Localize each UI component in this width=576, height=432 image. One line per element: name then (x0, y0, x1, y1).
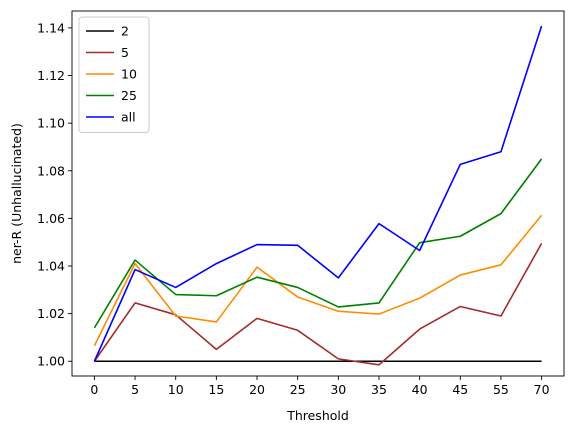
y-tick-label: 1.12 (37, 68, 65, 83)
x-tick-label: 15 (208, 382, 224, 397)
x-tick-label: 55 (493, 382, 509, 397)
x-tick-label: 35 (371, 382, 387, 397)
series-line-25 (93, 158, 543, 329)
y-tick-label: 1.14 (37, 20, 65, 35)
y-axis-ticks: 1.00 1.02 1.04 1.06 1.08 1.10 1.12 1.14 (37, 20, 72, 369)
series-line-10 (93, 214, 543, 347)
legend-label-all: all (121, 110, 136, 125)
x-tick-label: 0 (90, 382, 98, 397)
x-tick-label: 45 (452, 382, 468, 397)
legend-label-10: 10 (121, 67, 137, 82)
plot-frame (71, 10, 565, 377)
y-tick-label: 1.04 (37, 259, 65, 274)
y-tick-label: 1.02 (37, 306, 65, 321)
legend-label-25: 25 (121, 88, 137, 103)
x-tick-label: 20 (249, 382, 265, 397)
x-tick-label: 70 (534, 382, 550, 397)
x-axis-label: Threshold (286, 408, 349, 423)
legend-label-2: 2 (121, 24, 129, 39)
plot-area (72, 11, 564, 376)
series-line-all (93, 25, 543, 362)
y-tick-label: 1.00 (37, 354, 65, 369)
y-axis-label: ner-R (Unhallucinated) (9, 123, 24, 264)
x-axis-ticks: 0 5 10 15 20 25 30 35 40 45 55 70 (90, 376, 550, 397)
y-tick-label: 1.10 (37, 116, 65, 131)
legend-label-5: 5 (121, 45, 129, 60)
x-tick-label: 40 (412, 382, 428, 397)
x-tick-label: 10 (168, 382, 184, 397)
series-lines (93, 25, 543, 366)
x-tick-label: 30 (330, 382, 346, 397)
x-tick-label: 25 (290, 382, 306, 397)
x-tick-label: 5 (131, 382, 139, 397)
y-tick-label: 1.08 (37, 163, 65, 178)
y-tick-label: 1.06 (37, 211, 65, 226)
series-line-5 (93, 242, 543, 366)
